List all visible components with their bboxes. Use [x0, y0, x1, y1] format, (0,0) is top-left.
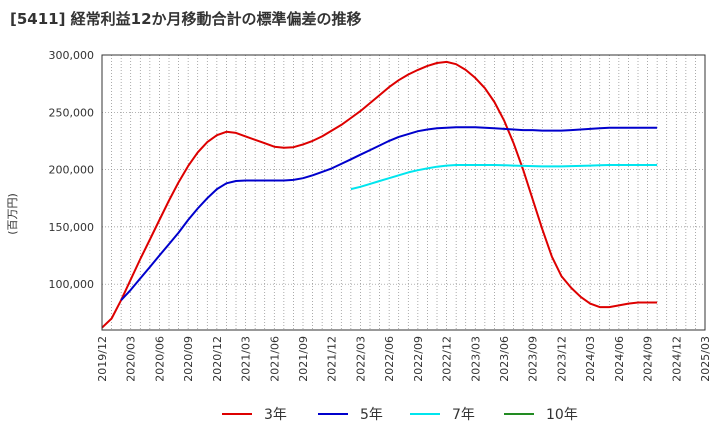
y-axis-label: (百万円)	[6, 193, 19, 235]
x-tick-label: 2019/12	[96, 336, 109, 382]
x-tick-label: 2021/12	[326, 336, 339, 382]
x-tick-label: 2023/03	[469, 336, 482, 382]
x-tick-label: 2024/09	[642, 336, 655, 382]
x-tick-label: 2022/09	[412, 336, 425, 382]
legend-label: 7年	[452, 407, 475, 423]
series-lines	[101, 60, 658, 329]
x-tick-label: 2022/06	[383, 336, 396, 382]
legend-label: 10年	[546, 407, 578, 423]
x-tick-label: 2020/09	[182, 336, 195, 382]
x-tick-label: 2024/06	[613, 336, 626, 382]
x-tick-label: 2023/12	[555, 336, 568, 382]
x-tick-label: 2020/03	[125, 336, 138, 382]
x-tick-label: 2022/12	[441, 336, 454, 382]
y-tick-label: 200,000	[49, 164, 95, 177]
x-tick-label: 2023/09	[527, 336, 540, 382]
y-tick-label: 100,000	[49, 278, 95, 291]
x-tick-label: 2021/06	[268, 336, 281, 382]
y-axis: 100,000 150,000 200,000 250,000 300,000	[49, 49, 95, 291]
x-tick-label: 2021/09	[297, 336, 310, 382]
series-line-7年	[350, 164, 658, 191]
x-tick-label: 2022/03	[354, 336, 367, 382]
legend: 3年 5年 7年 10年	[222, 407, 578, 423]
x-tick-label: 2023/06	[498, 336, 511, 382]
y-tick-label: 250,000	[49, 106, 95, 119]
chart-title: [5411] 経常利益12か月移動合計の標準偏差の推移	[10, 10, 362, 28]
y-tick-label: 150,000	[49, 221, 95, 234]
x-tick-label: 2020/12	[211, 336, 224, 382]
legend-label: 5年	[360, 407, 383, 423]
x-tick-label: 2025/03	[699, 336, 712, 382]
y-tick-label: 300,000	[49, 49, 95, 62]
grid	[101, 54, 706, 330]
series-line-5年	[120, 126, 658, 301]
series-line-3年	[101, 60, 658, 329]
x-tick-label: 2024/12	[670, 336, 683, 382]
x-tick-label: 2020/06	[153, 336, 166, 382]
legend-label: 3年	[264, 407, 287, 423]
x-tick-label: 2024/03	[584, 336, 597, 382]
plot-frame	[101, 54, 706, 331]
x-tick-label: 2021/03	[240, 336, 253, 382]
x-axis: 2019/12 2020/03 2020/06 2020/09 2020/12 2021/…	[96, 336, 712, 382]
